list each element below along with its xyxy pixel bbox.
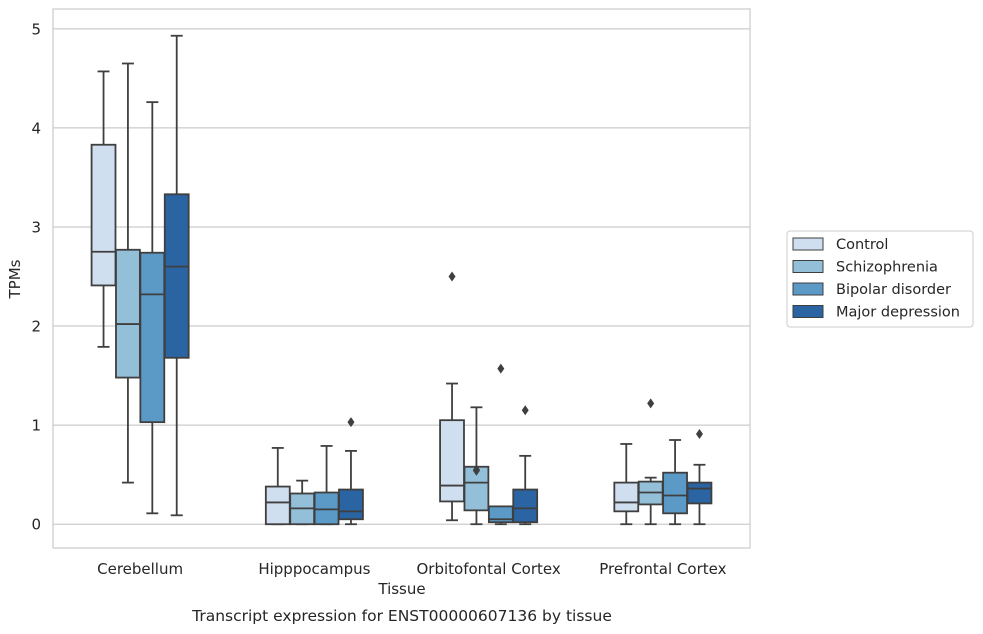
box-prefrontal-cortex	[686, 429, 713, 526]
box-cerebellum	[115, 62, 141, 484]
box-body	[439, 419, 465, 503]
chart-caption: Transcript expression for ENST0000060713…	[191, 607, 612, 625]
box-plot-series	[90, 34, 713, 526]
x-tick-labels: Cerebellum Hipppocampus Orbitofontal Corte…	[97, 560, 726, 578]
legend-label: Bipolar disorder	[836, 282, 951, 298]
y-tick-labels: 0 1 2 3 4 5	[31, 20, 41, 533]
box-body	[512, 488, 539, 524]
outlier-point	[472, 465, 480, 476]
legend-label: Schizophrenia	[836, 260, 938, 276]
box-body	[313, 491, 340, 526]
box-cerebellum	[90, 70, 117, 348]
box-prefrontal-cortex	[662, 439, 688, 526]
legend-swatch	[792, 237, 824, 251]
y-axis-label: TPMs	[6, 259, 24, 299]
series-schizophrenia	[115, 62, 664, 526]
box-cerebellum	[139, 101, 166, 515]
y-tick-label: 2	[31, 318, 41, 336]
box-body	[264, 485, 291, 526]
x-tick-label: Prefrontal Cortex	[599, 560, 726, 578]
box-body	[163, 193, 190, 359]
box-orbitofontal-cortex	[439, 271, 465, 522]
legend-label: Control	[836, 237, 888, 253]
legend-swatch	[792, 305, 824, 318]
box-body	[90, 143, 117, 287]
x-tick-label: Hipppocampus	[258, 560, 370, 578]
series-major-depression	[163, 34, 713, 526]
outlier-point	[347, 417, 355, 428]
y-tick-label: 5	[31, 20, 41, 38]
box-hipppocampus	[313, 445, 340, 526]
plot-area-frame	[52, 8, 751, 549]
box-orbitofontal-cortex	[463, 406, 490, 526]
outlier-point	[695, 429, 703, 440]
box-body	[662, 471, 688, 515]
x-tick-label: Orbitofontal Cortex	[417, 560, 561, 578]
box-orbitofontal-cortex	[512, 405, 539, 526]
legend: Control Schizophrenia Bipolar disorder Majo…	[786, 230, 974, 328]
outlier-point	[647, 398, 655, 409]
y-tick-label: 0	[31, 516, 41, 534]
outlier-point	[448, 271, 456, 282]
legend-frame	[786, 230, 974, 328]
legend-label: Major depression	[836, 305, 960, 321]
box-body	[139, 251, 166, 424]
legend-swatch	[792, 260, 824, 273]
y-tick-label: 1	[31, 417, 41, 435]
box-hipppocampus	[289, 479, 316, 526]
box-body	[613, 481, 640, 513]
y-tick-label: 3	[31, 218, 41, 236]
box-body	[686, 481, 713, 505]
y-tick-label: 4	[31, 119, 41, 137]
box-orbitofontal-cortex	[487, 363, 514, 526]
box-hipppocampus	[338, 417, 364, 526]
box-cerebellum	[163, 34, 190, 517]
box-body	[338, 488, 364, 521]
x-tick-label: Cerebellum	[97, 560, 183, 578]
box-prefrontal-cortex	[613, 443, 640, 526]
box-prefrontal-cortex	[637, 398, 664, 526]
series-control	[90, 70, 640, 526]
series-bipolar-disorder	[139, 101, 688, 526]
x-axis-label: Tissue	[377, 580, 425, 598]
outlier-point	[521, 405, 529, 416]
box-hipppocampus	[264, 447, 291, 526]
legend-swatch	[792, 282, 824, 296]
outlier-point	[497, 363, 505, 374]
box-body	[115, 248, 141, 379]
